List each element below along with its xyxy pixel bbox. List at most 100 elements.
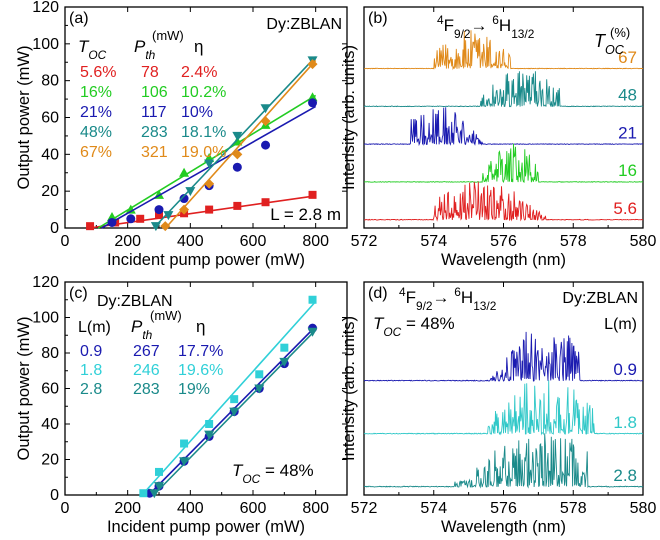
text-span: OC (383, 325, 401, 339)
panel-d-xtick-label: 576 (490, 500, 517, 517)
panel-a: 0 200 400 600 800 0 20 40 60 80 100 120 Incident pum… (15, 0, 348, 269)
data-point (205, 420, 214, 428)
panel-d-xtick-label: 574 (420, 500, 447, 517)
panel-c-xtick-label: 200 (114, 500, 141, 517)
table-toc: 48% (80, 124, 112, 141)
data-point (139, 489, 148, 498)
data-point (185, 187, 196, 197)
spectrum-label: 16 (618, 161, 637, 180)
text-span: 4 (437, 13, 444, 27)
panel-label: (c) (69, 285, 88, 302)
data-point (179, 204, 190, 215)
series-a-3 (150, 56, 318, 232)
data-point (179, 457, 190, 467)
text-span: 6 (492, 13, 499, 27)
text-span: 13/2 (473, 299, 497, 313)
data-point (126, 214, 136, 224)
text-span: = 48% (260, 461, 313, 480)
series-a-4 (160, 59, 318, 232)
panel-c-xlabel: Incident pump power (mW) (107, 518, 305, 536)
spectrum-label: 67 (618, 48, 637, 67)
text-span: 6 (454, 285, 461, 299)
fit-line (89, 194, 316, 229)
pth-header: Pth (134, 37, 156, 62)
data-point (307, 327, 318, 337)
table-toc: 5.6% (80, 64, 116, 81)
data-point (204, 159, 215, 169)
table-pth: 283 (141, 124, 168, 141)
material-label: Dy:ZBLAN (97, 293, 173, 310)
panel-c-xtick-label: 0 (61, 500, 70, 517)
transition-label: 4F9/2→ 6H13/2 (399, 285, 497, 313)
data-point (154, 205, 164, 215)
panel-c-xtick-label: 600 (240, 500, 267, 517)
text-span: 4 (399, 285, 406, 299)
panel-a-xtick-label: 0 (61, 233, 70, 250)
text-span: 13/2 (511, 27, 535, 41)
data-point (179, 194, 189, 204)
material-label: Dy:ZBLAN (266, 16, 342, 33)
panel-b-xtick-label: 574 (420, 233, 447, 250)
text-span: 9/2 (454, 27, 471, 41)
text-span: T (78, 37, 90, 56)
text-span: P (134, 37, 146, 56)
panel-b-xtick-label: 580 (630, 233, 657, 250)
data-point (232, 162, 242, 172)
panel-b-ylabel: Intensity (arb. units) (340, 45, 358, 190)
data-point (150, 222, 161, 232)
table-pth: 78 (141, 64, 159, 81)
spectrum-label: 48 (618, 86, 637, 105)
panel-a-xtick-label: 800 (302, 233, 329, 250)
panel-c-ytick-label: 20 (41, 452, 59, 469)
data-point (260, 116, 271, 127)
data-point (307, 59, 318, 70)
spectrum-21 (363, 107, 644, 147)
data-point (205, 205, 214, 214)
pth-unit: (mW) (152, 28, 184, 43)
table-eta: 10.2% (181, 84, 226, 101)
spectrum-label: 1.8 (613, 413, 637, 432)
spectrum-2.8 (363, 433, 644, 489)
text-span: OC (605, 43, 625, 57)
data-point (163, 211, 174, 221)
eta-header: η (194, 37, 203, 56)
panel-a-ytick-label: 80 (41, 73, 59, 90)
panel-label: (a) (69, 10, 89, 27)
text-span: H (499, 16, 511, 35)
table-pth: 246 (133, 362, 160, 379)
toc-annotation: TOC = 48% (232, 461, 314, 486)
data-point (307, 92, 318, 102)
panel-c-xtick-label: 800 (302, 500, 329, 517)
panel-d-xtick-label: 578 (560, 500, 587, 517)
table-eta: 10% (181, 104, 213, 121)
spectrum-16 (363, 143, 644, 184)
panel-c-ylabel: Output power (mW) (15, 317, 33, 461)
data-point (229, 407, 240, 417)
panel-c-ytick-label: 60 (41, 381, 59, 398)
data-point (204, 178, 215, 189)
spectrum-label: 2.8 (613, 466, 637, 485)
data-point (280, 343, 289, 352)
spectrum-label: 0.9 (613, 360, 637, 379)
table-pth: 283 (133, 381, 160, 398)
table-toc: 67% (80, 144, 112, 161)
panel-b-xtick-label: 576 (490, 233, 517, 250)
spectrum-1.8 (363, 380, 643, 436)
data-point (308, 190, 317, 199)
data-point (260, 104, 271, 114)
text-span: th (142, 328, 152, 342)
eta-header: η (196, 317, 205, 336)
spectrum-label: 5.6 (613, 199, 637, 218)
panel-a-ytick-label: 0 (50, 220, 59, 237)
text-span: T (594, 31, 607, 51)
data-point (261, 198, 270, 207)
data-point (308, 295, 317, 304)
data-point (149, 489, 160, 499)
panel-c: 0 200 400 600 800 0 20 40 60 80 100 120 Incident pum… (15, 274, 348, 536)
spectrum-label: 21 (618, 123, 637, 142)
pth-unit: (mW) (150, 308, 182, 323)
text-span: = 48% (401, 314, 454, 333)
table-l: 2.8 (80, 381, 102, 398)
series-c-2 (149, 327, 318, 499)
fit-line (153, 56, 317, 229)
